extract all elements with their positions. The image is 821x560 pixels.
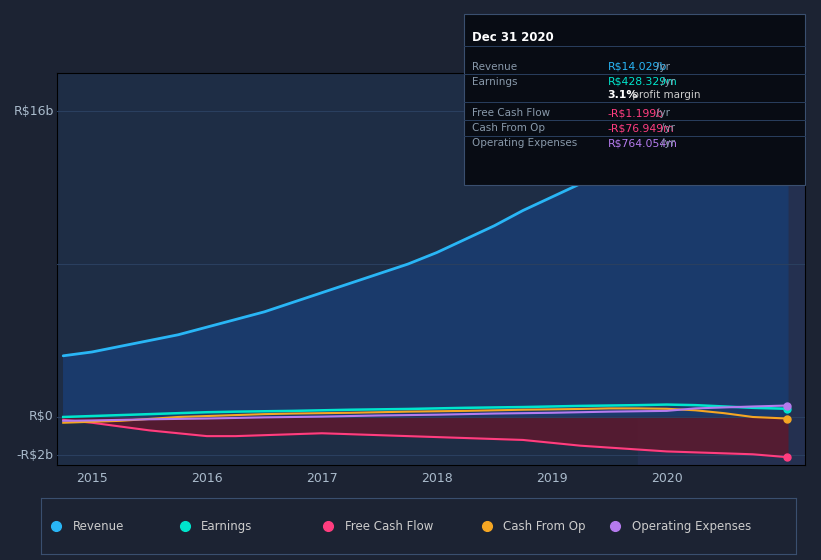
Text: Revenue: Revenue bbox=[472, 62, 517, 72]
Text: -R$1.199b: -R$1.199b bbox=[608, 108, 664, 118]
Text: Operating Expenses: Operating Expenses bbox=[472, 138, 577, 148]
Text: /yr: /yr bbox=[661, 123, 675, 133]
Text: Cash From Op: Cash From Op bbox=[472, 123, 545, 133]
Text: 2016: 2016 bbox=[191, 473, 222, 486]
Text: /yr: /yr bbox=[656, 62, 670, 72]
Text: 2020: 2020 bbox=[651, 473, 682, 486]
Text: Cash From Op: Cash From Op bbox=[503, 520, 586, 533]
Text: 2019: 2019 bbox=[536, 473, 567, 486]
Text: /yr: /yr bbox=[661, 77, 675, 87]
Text: Revenue: Revenue bbox=[73, 520, 124, 533]
Text: 2018: 2018 bbox=[421, 473, 452, 486]
Bar bbox=[638, 73, 805, 465]
Text: Free Cash Flow: Free Cash Flow bbox=[472, 108, 550, 118]
Text: -R$2b: -R$2b bbox=[16, 449, 53, 462]
Text: R$428.329m: R$428.329m bbox=[608, 77, 677, 87]
Text: -R$76.949m: -R$76.949m bbox=[608, 123, 674, 133]
Text: Operating Expenses: Operating Expenses bbox=[631, 520, 751, 533]
Text: Earnings: Earnings bbox=[472, 77, 517, 87]
Text: Free Cash Flow: Free Cash Flow bbox=[345, 520, 433, 533]
Text: profit margin: profit margin bbox=[629, 90, 700, 100]
Text: Earnings: Earnings bbox=[201, 520, 253, 533]
Text: R$16b: R$16b bbox=[13, 105, 53, 118]
Text: R$0: R$0 bbox=[29, 410, 53, 423]
Text: 2015: 2015 bbox=[76, 473, 108, 486]
Text: R$764.054m: R$764.054m bbox=[608, 138, 677, 148]
Text: 2017: 2017 bbox=[306, 473, 337, 486]
Text: /yr: /yr bbox=[656, 108, 670, 118]
Text: Dec 31 2020: Dec 31 2020 bbox=[472, 31, 554, 44]
Text: R$14.029b: R$14.029b bbox=[608, 62, 667, 72]
Text: /yr: /yr bbox=[661, 138, 675, 148]
Text: 3.1%: 3.1% bbox=[608, 90, 638, 100]
